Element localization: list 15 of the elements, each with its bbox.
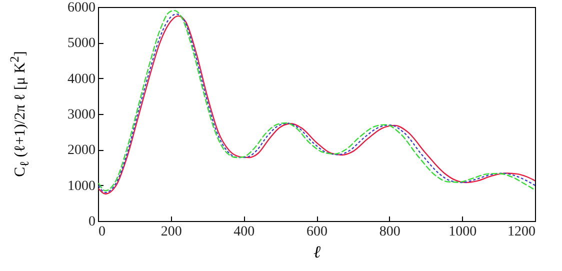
y-tick-label: 3000 [68,108,96,122]
x-tick-label: 400 [234,224,255,240]
y-tick-label: 2000 [68,143,96,158]
y-tick-label: 0 [88,214,96,230]
y-tick-label: 4000 [68,72,96,87]
x-axis-title: ℓ [313,242,321,262]
x-tick-label: 0 [98,224,106,240]
x-tick-label: 600 [306,224,328,240]
x-tick-label: 1200 [508,224,536,240]
x-tick-label: 200 [160,224,182,240]
y-tick-label: 6000 [68,0,96,16]
y-tick-label: 5000 [68,36,96,52]
y-tick-label: 1000 [68,178,96,194]
x-tick-label: 800 [379,224,400,240]
x-tick-label: 1000 [448,224,477,240]
